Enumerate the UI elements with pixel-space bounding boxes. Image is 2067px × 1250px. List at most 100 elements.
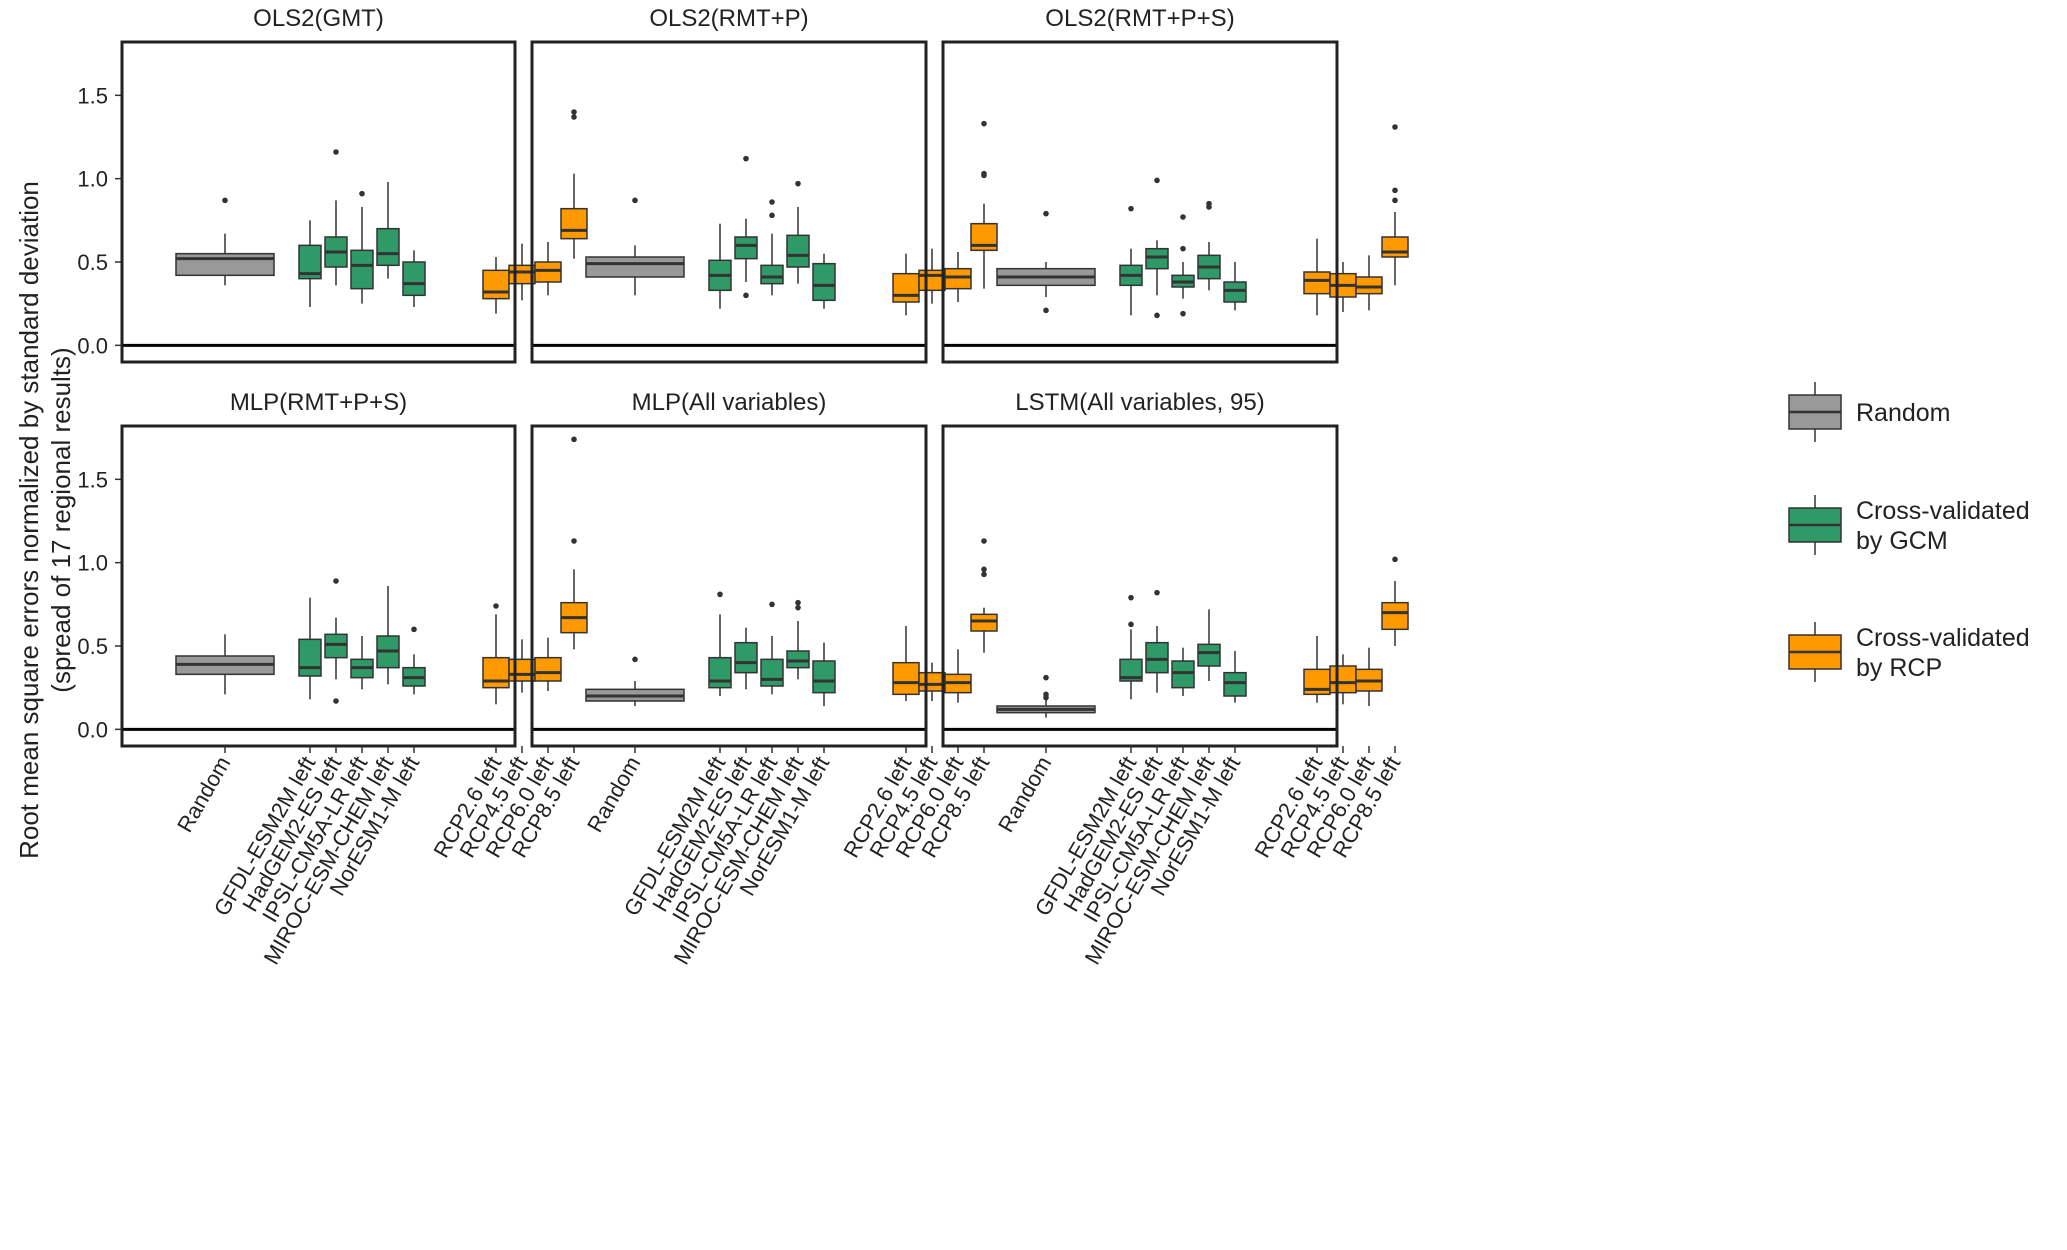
panel-title: LSTM(All variables, 95) [1015,389,1264,416]
box-miroc-esm-chem-left [1197,609,1221,681]
iqr-box [1355,276,1383,295]
outlier-point [1392,197,1398,204]
box-noresm1-m-left [812,642,836,706]
outlier-point [1043,210,1049,217]
iqr-box [1145,641,1169,674]
outlier-point [493,603,499,609]
box-rcp8-5-left [560,436,588,650]
box-rcp8-5-left [970,120,998,289]
iqr-box [1303,271,1331,295]
outlier-point [1180,310,1186,317]
iqr-box [534,656,562,682]
panel-6: LSTM(All variables, 95)RandomGFDL-ESM2M … [941,389,1409,969]
legend-label-line1: Cross-validated [1856,497,2030,525]
box-rcp6-0-left [534,637,562,691]
box-noresm1-m-left [402,250,426,307]
box-gfdl-esm2m-left [708,223,732,309]
iqr-box [175,252,275,277]
iqr-box [944,267,972,290]
box-hadgem2-es-left [1145,589,1169,693]
legend-label-line1: Cross-validated [1856,624,2030,652]
box-noresm1-m-left [812,253,836,309]
outlier-point [571,114,577,120]
y-tick-label: 1.5 [77,467,108,492]
box-rcp6-0-left [944,649,972,703]
box-gfdl-esm2m-left [708,591,732,696]
y-tick-label: 0.0 [77,717,108,742]
panel-frame [530,424,928,748]
iqr-box [892,661,920,696]
iqr-box [350,249,374,290]
y-tick-label: 1.0 [77,167,108,192]
box-miroc-esm-chem-left [1197,200,1221,291]
panel-frame [530,40,928,364]
iqr-box [1223,671,1247,697]
outlier-point [981,571,987,578]
box-hadgem2-es-left [734,155,758,299]
iqr-box [918,269,946,292]
box-hadgem2-es-left [324,578,348,704]
outlier-point [1043,694,1049,701]
panel-title: OLS2(RMT+P) [649,5,808,32]
outlier-point [1154,177,1160,184]
outlier-point [411,626,417,633]
iqr-box [708,656,732,689]
iqr-box [812,660,836,694]
iqr-box [1329,665,1357,694]
box-miroc-esm-chem-left [786,599,810,680]
box-miroc-esm-chem-left [786,180,810,284]
panel-title: OLS2(GMT) [253,5,384,32]
iqr-box [892,272,920,303]
iqr-box [970,613,998,632]
box-rcp4-5-left [918,248,946,304]
iqr-box [1171,660,1195,689]
outlier-point [1180,245,1186,252]
box-rcp6-0-left [1355,647,1383,706]
box-miroc-esm-chem-left [376,586,400,685]
box-ipsl-cm5a-lr-left [350,636,374,690]
outlier-point [1392,187,1398,194]
iqr-box [482,656,510,689]
legend-item-random: Random [1788,382,1951,442]
panel-frame [941,424,1339,748]
outlier-point [795,180,801,187]
iqr-box [482,269,510,300]
box-gfdl-esm2m-left [298,597,322,700]
outlier-point [769,199,775,205]
outlier-point [795,599,801,606]
y-tick-label: 0.5 [77,634,108,659]
y-tick-label: 1.0 [77,551,108,576]
outlier-point [1043,307,1049,314]
box-gfdl-esm2m-left [1119,594,1143,700]
box-rcp6-0-left [534,242,562,296]
outlier-point [1154,312,1160,319]
iqr-box [786,234,810,268]
panel-frame [120,424,517,748]
outlier-point [769,601,775,608]
x-tick-label: Random [172,752,235,837]
iqr-box [324,633,348,659]
box-random [585,656,685,706]
iqr-box [786,650,810,669]
box-hadgem2-es-left [1145,177,1169,319]
panel-1: OLS2(GMT) 0.0 0.5 1.0 1.5 [77,5,588,364]
box-rcp2-6-left [482,603,510,705]
legend-label-line2: by GCM [1856,527,1948,555]
outlier-point [632,197,638,204]
iqr-box [1381,601,1409,631]
x-tick-label: Random [993,752,1056,837]
y-tick-label: 0.5 [77,250,108,275]
box-noresm1-m-left [1223,651,1247,703]
outlier-point [632,656,638,663]
box-rcp8-5-left [560,109,588,259]
iqr-box [376,227,400,267]
outlier-point [981,538,987,544]
box-ipsl-cm5a-lr-left [1171,647,1195,696]
iqr-box [298,244,322,280]
box-rcp8-5-left [970,538,998,653]
iqr-box [534,261,562,283]
box-rcp8-5-left [1381,556,1409,646]
box-ipsl-cm5a-lr-left [350,190,374,304]
